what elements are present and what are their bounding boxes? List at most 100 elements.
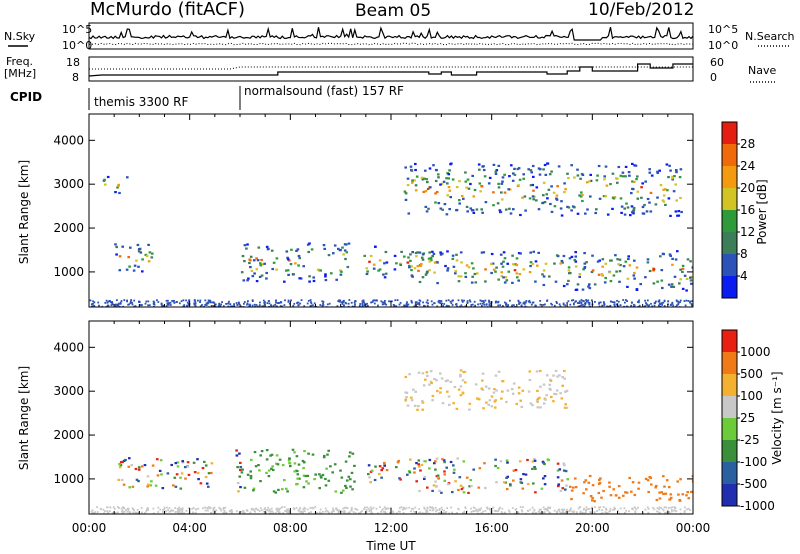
- powerCells-ground-cell: [104, 302, 107, 304]
- velocityCells-ground-cell: [561, 509, 564, 511]
- powerCells-ground-cell: [212, 305, 215, 307]
- velocityCells-cell: [591, 496, 594, 500]
- velocityCells-ground-cell: [412, 507, 415, 510]
- powerCells-cell: [656, 171, 660, 174]
- velocityCells-cell: [321, 473, 325, 477]
- powerCells-cell: [669, 214, 672, 217]
- powerCells-cell: [619, 197, 623, 200]
- velocityCells-ground-cell: [572, 511, 575, 514]
- powerCells-cell: [555, 198, 559, 201]
- powerCells-ground-cell: [431, 303, 434, 306]
- powerCells-cell: [443, 203, 447, 206]
- powerCells-cell: [333, 244, 337, 247]
- velocityCells-cell: [281, 464, 285, 467]
- velocityCells-cell: [441, 402, 445, 405]
- powerCells-ground-cell: [556, 302, 558, 304]
- powerCells-cell: [595, 208, 598, 211]
- powerCells-cell: [634, 164, 638, 167]
- time-tick-label: 04:00: [172, 521, 207, 535]
- powerCells-cell: [136, 243, 140, 247]
- velocityCells-ground-cell: [665, 511, 668, 514]
- powerCells-cell: [437, 173, 440, 176]
- powerCells-cell: [494, 172, 498, 175]
- velocityCells-cell: [543, 483, 547, 486]
- powerCells-cell: [622, 265, 626, 268]
- powerCells-cell: [541, 273, 544, 276]
- powerCells-cell: [459, 275, 463, 278]
- powerCells-ground-cell: [336, 305, 339, 307]
- powerCells-ground-cell: [183, 304, 186, 306]
- velocityCells-cell: [556, 476, 560, 479]
- velocityCells-ground-cell: [569, 509, 572, 512]
- powerCells-cell: [472, 195, 476, 198]
- velocityCells-ground-cell: [683, 510, 686, 512]
- powerCells-cell: [670, 283, 674, 286]
- velocityCells-cell: [493, 388, 496, 391]
- powerCells-ground-cell: [322, 304, 325, 306]
- velocityCells-cell: [552, 374, 555, 377]
- powerCells-cell: [366, 270, 369, 273]
- powerCells-ground-cell: [617, 300, 620, 303]
- velocityCells-cell: [446, 390, 449, 393]
- velocityCells-cell: [259, 454, 262, 457]
- powerCells-cell: [500, 182, 504, 185]
- velocityColorbar-swatch: [722, 462, 737, 485]
- powerCells-cell: [597, 273, 601, 276]
- velocityCells-ground-cell: [202, 507, 204, 510]
- velocityCells-cell: [547, 459, 550, 462]
- powerCells-cell: [624, 165, 628, 168]
- powerCells-cell: [431, 255, 434, 258]
- powerCells-ground-cell: [617, 305, 620, 307]
- powerCells-cell: [601, 274, 604, 277]
- velocityCells-cell: [417, 465, 421, 468]
- velocityCells-ground-cell: [324, 507, 327, 510]
- velocityCells-ground-cell: [585, 509, 588, 511]
- powerCells-ground-cell: [156, 299, 158, 302]
- powerColorbar-swatch: [722, 122, 737, 145]
- powerCells-cell: [628, 174, 631, 177]
- powerCells-ground-cell: [613, 303, 616, 306]
- cpid-segment-2: normalsound (fast) 157 RF: [244, 84, 404, 98]
- powerCells-ground-cell: [524, 301, 527, 304]
- time-tick-label: 16:00: [474, 521, 509, 535]
- velocityCells-ground-cell: [165, 510, 168, 513]
- velocityCells-ground-cell: [311, 506, 314, 509]
- velocityCells-cell: [417, 459, 421, 462]
- powerCells-ground-cell: [263, 302, 266, 304]
- powerCells-cell: [550, 185, 553, 188]
- powerCells-ground-cell: [558, 303, 561, 306]
- velocityCells-ground-cell: [287, 511, 290, 514]
- velocityCells-ground-cell: [606, 512, 609, 514]
- velocityCells-ground-cell: [658, 508, 660, 511]
- powerCells-cell: [555, 254, 559, 257]
- velocityCells-ground-cell: [535, 512, 537, 514]
- powerCells-cell: [593, 283, 597, 286]
- powerCells-cell: [442, 180, 446, 183]
- velocityCells-cell: [431, 399, 434, 402]
- powerCells-cell: [471, 174, 474, 177]
- powerCells-cell: [116, 186, 119, 189]
- velocityCells-cell: [140, 465, 144, 468]
- velocityCells-cell: [591, 499, 594, 502]
- velocityCells-ground-cell: [443, 512, 446, 514]
- velocityCells-ground-cell: [194, 511, 197, 514]
- powerCells-cell: [531, 262, 535, 266]
- velocityCells-ground-cell: [140, 507, 143, 509]
- powerCells-ground-cell: [259, 301, 261, 304]
- powerCells-ground-cell: [405, 304, 408, 307]
- velocityCells-cell: [286, 490, 289, 493]
- powerCells-cell: [563, 182, 566, 185]
- powerCells-cell: [383, 276, 387, 279]
- velocityCells-cell: [658, 491, 661, 494]
- noise-left-tick-bottom: 10^0: [62, 39, 92, 52]
- powerCells-ground-cell: [213, 302, 216, 304]
- powerCells-cell: [584, 212, 587, 215]
- velocityCells-cell: [424, 460, 427, 463]
- powerCells-cell: [434, 192, 437, 195]
- velocityCells-cell: [691, 475, 693, 478]
- velocityCells-ground-cell: [492, 506, 495, 509]
- velocityCells-cell: [296, 477, 299, 480]
- velocityCells-ground-cell: [668, 512, 671, 514]
- powerCells-cell: [635, 266, 639, 269]
- powerCells-cell: [426, 270, 429, 273]
